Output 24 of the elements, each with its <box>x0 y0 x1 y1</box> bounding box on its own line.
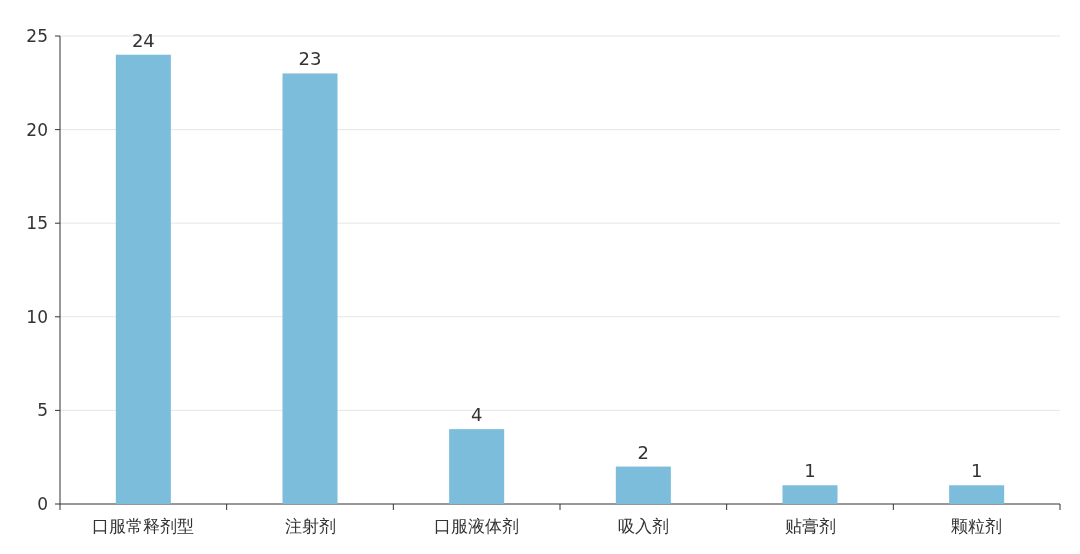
bar <box>782 485 838 504</box>
x-tick-label: 口服液体剂 <box>434 516 520 536</box>
data-label: 23 <box>298 48 322 70</box>
data-label: 2 <box>637 441 650 463</box>
x-tick-label: 吸入剂 <box>617 516 669 536</box>
y-tick-label: 0 <box>37 494 48 514</box>
y-tick-label: 25 <box>26 26 48 46</box>
y-tick-label: 15 <box>26 213 48 234</box>
x-tick-label: 注射剂 <box>284 516 336 536</box>
bar <box>282 73 338 504</box>
y-tick-label: 10 <box>26 306 48 327</box>
y-tick-label: 5 <box>37 400 48 421</box>
y-tick-label: 20 <box>26 119 48 140</box>
x-tick-label: 颗粒剂 <box>951 516 1003 536</box>
data-label: 24 <box>131 29 155 51</box>
x-tick-label: 口服常释剂型 <box>92 516 195 536</box>
x-tick-label: 贴膏剂 <box>784 516 836 536</box>
bar <box>615 466 671 504</box>
bar <box>449 429 505 504</box>
bar <box>115 54 171 504</box>
bar <box>949 485 1005 504</box>
data-label: 4 <box>470 404 483 426</box>
data-label: 1 <box>970 460 983 482</box>
data-label: 1 <box>804 460 816 482</box>
